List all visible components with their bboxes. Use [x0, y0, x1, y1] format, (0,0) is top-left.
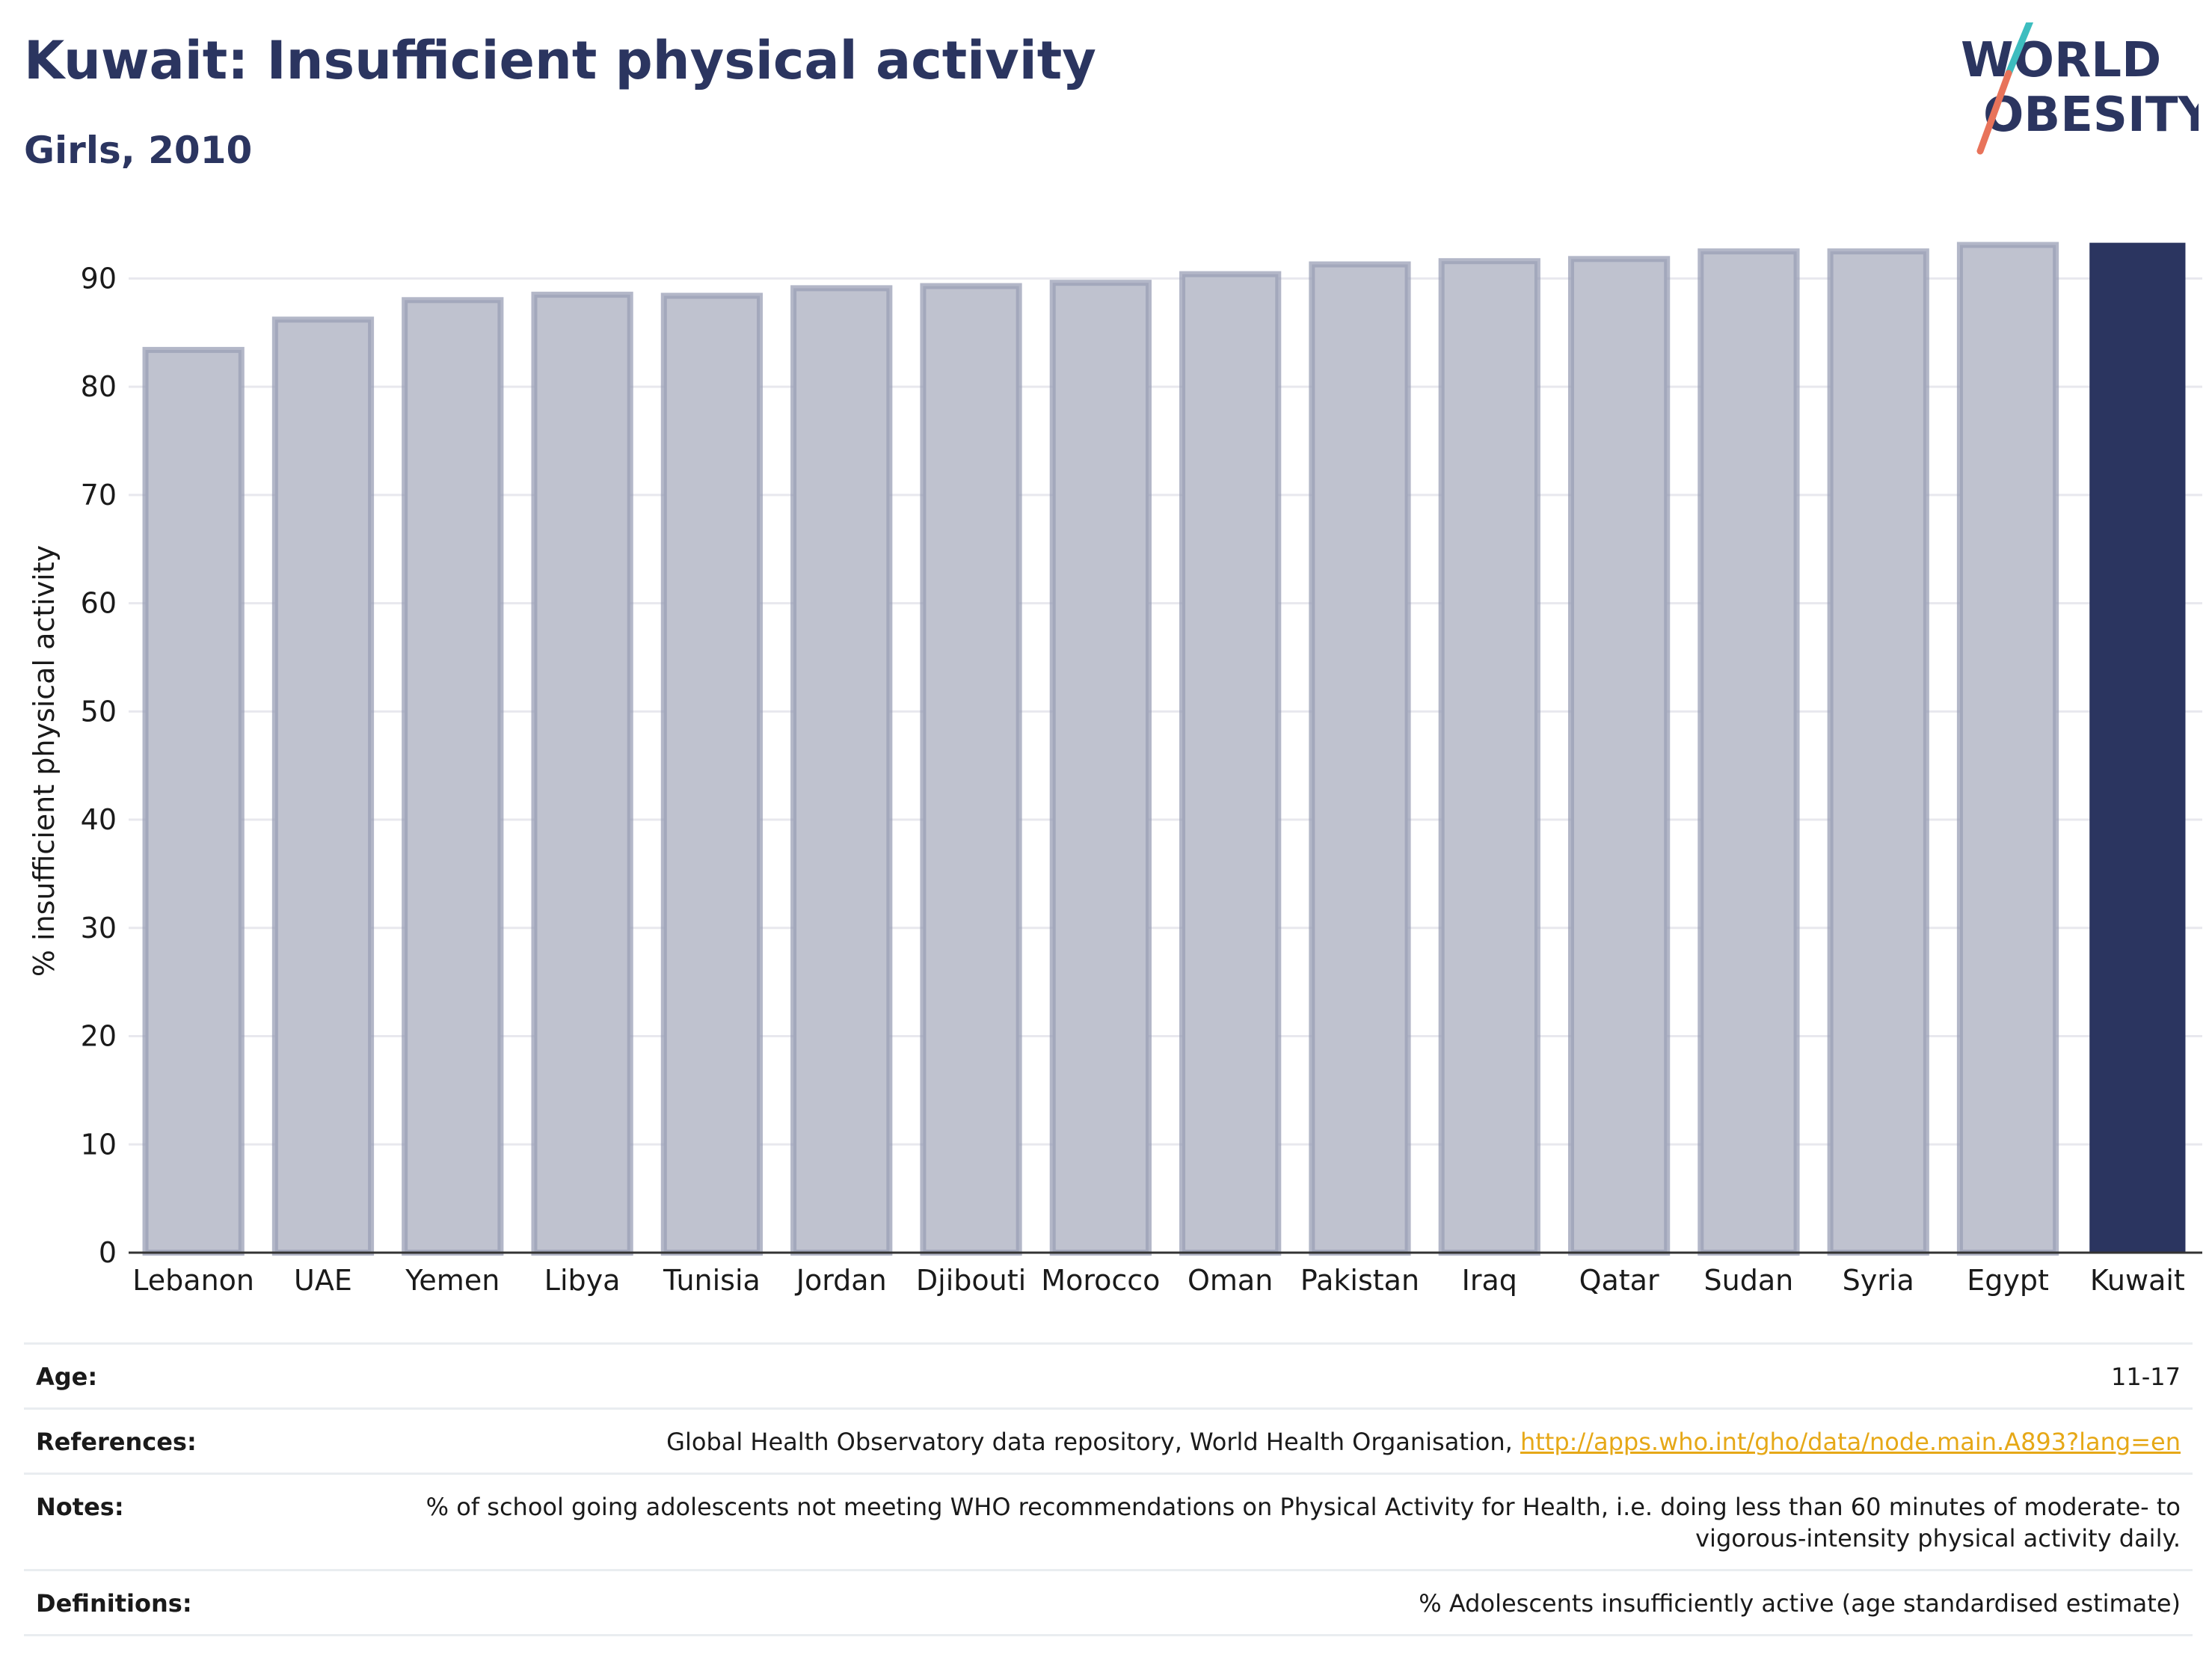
y-tick-label: 10 — [81, 1128, 117, 1161]
x-tick-label: Pakistan — [1300, 1264, 1419, 1297]
info-row-notes: Notes: % of school going adolescents not… — [24, 1473, 2193, 1569]
x-tick-label: UAE — [294, 1264, 352, 1297]
bar-sudan — [1698, 248, 1800, 1256]
info-row-references: References: Global Health Observatory da… — [24, 1407, 2193, 1473]
x-tick-label: Oman — [1188, 1264, 1273, 1297]
info-row-age: Age: 11-17 — [24, 1342, 2193, 1407]
y-tick-label: 90 — [81, 262, 117, 295]
age-value: 11-17 — [2111, 1363, 2181, 1391]
bar-morocco — [1049, 280, 1152, 1256]
x-tick-label: Morocco — [1041, 1264, 1160, 1297]
y-tick-label: 0 — [99, 1236, 117, 1269]
bars — [142, 242, 2186, 1256]
y-tick-label: 80 — [81, 370, 117, 403]
x-tick-label: Syria — [1843, 1264, 1914, 1297]
bar-egypt — [1956, 242, 2059, 1256]
x-tick-label: Yemen — [405, 1264, 500, 1297]
logo-slash-top — [2005, 22, 2034, 77]
x-tick-label: Sudan — [1704, 1264, 1794, 1297]
logo-word-world: WORLD — [1961, 33, 2161, 88]
x-tick-label: Kuwait — [2090, 1264, 2185, 1297]
x-tick-label: Iraq — [1462, 1264, 1517, 1297]
bar-jordan — [790, 285, 893, 1256]
bar-lebanon — [142, 346, 245, 1256]
x-tick-label: Lebanon — [132, 1264, 254, 1297]
x-tick-label: Libya — [544, 1264, 621, 1297]
references-value: Global Health Observatory data repositor… — [666, 1426, 2181, 1458]
bar-libya — [531, 292, 633, 1256]
y-tick-label: 20 — [81, 1020, 117, 1053]
chart-title: Kuwait: Insufficient physical activity — [24, 30, 1096, 91]
y-tick-label: 40 — [81, 803, 117, 836]
references-link[interactable]: http://apps.who.int/gho/data/node.main.A… — [1520, 1428, 2181, 1456]
y-tick-label: 60 — [81, 587, 117, 620]
x-tick-label: Djibouti — [916, 1264, 1026, 1297]
bar-yemen — [402, 297, 504, 1256]
info-table: Age: 11-17 References: Global Health Obs… — [24, 1342, 2193, 1636]
logo-slash-bottom — [1976, 70, 2012, 155]
definitions-label: Definitions: — [36, 1589, 192, 1618]
bar-djibouti — [920, 283, 1022, 1256]
bar-pakistan — [1309, 261, 1411, 1256]
age-label: Age: — [36, 1363, 98, 1391]
bar-kuwait — [2089, 242, 2186, 1253]
y-tick-label: 50 — [81, 695, 117, 728]
references-label: References: — [36, 1428, 197, 1456]
bar-tunisia — [660, 292, 764, 1256]
x-tick-label: Jordan — [795, 1264, 887, 1297]
bar-oman — [1179, 271, 1282, 1256]
references-text: Global Health Observatory data repositor… — [666, 1428, 1520, 1456]
bar-syria — [1827, 248, 1929, 1256]
x-tick-label: Tunisia — [663, 1264, 761, 1297]
bar-uae — [271, 316, 375, 1256]
x-tick-label: Egypt — [1967, 1264, 2049, 1297]
notes-value: % of school going adolescents not meetin… — [425, 1493, 2181, 1553]
info-row-definitions: Definitions: % Adolescents insufficientl… — [24, 1569, 2193, 1636]
x-tick-label: Qatar — [1579, 1264, 1659, 1297]
world-obesity-logo: WORLD OBESITY — [1961, 22, 2199, 155]
definitions-value: % Adolescents insufficiently active (age… — [1419, 1589, 2181, 1618]
y-axis-label: % insufficient physical activity — [28, 545, 61, 977]
axes: 0 10 20 30 40 50 60 70 80 90 Lebanon UAE Yemen Libya T… — [81, 262, 2202, 1297]
y-tick-label: 70 — [81, 479, 117, 512]
notes-label: Notes: — [36, 1493, 124, 1521]
chart-subtitle: Girls, 2010 — [24, 129, 253, 172]
bar-chart: 0 10 20 30 40 50 60 70 80 90 Lebanon UAE Yemen Libya T… — [28, 242, 2202, 1297]
bar-qatar — [1567, 256, 1671, 1256]
bar-iraq — [1438, 258, 1540, 1256]
logo-word-obesity: OBESITY — [1983, 87, 2199, 143]
y-tick-label: 30 — [81, 912, 117, 945]
